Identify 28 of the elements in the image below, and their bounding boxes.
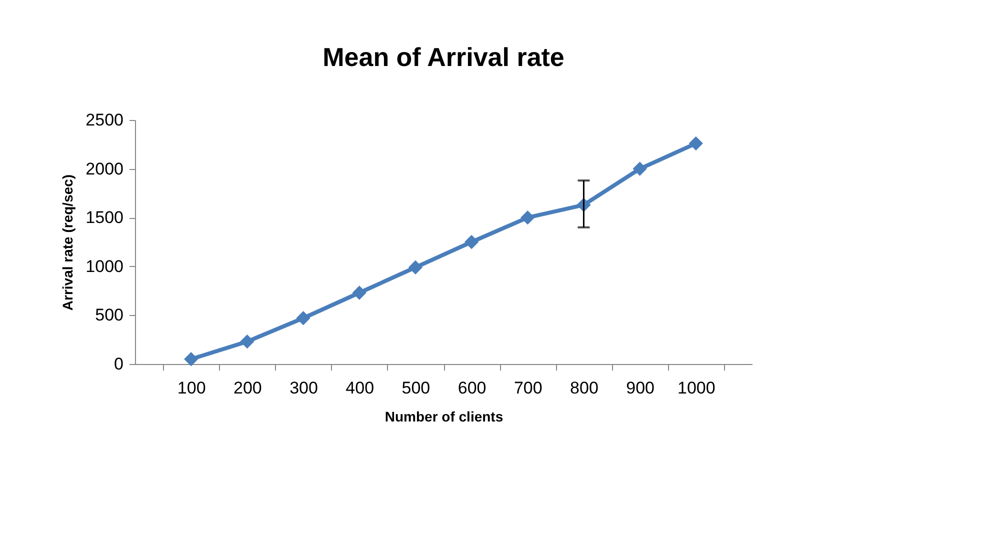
chart-title: Mean of Arrival rate [322,42,564,72]
x-tick-label: 1000 [677,378,716,398]
y-tick-label: 1500 [86,208,124,228]
x-tick-label: 200 [233,378,262,398]
y-tick-label: 500 [95,306,124,325]
y-tick-label: 0 [114,354,124,374]
point [408,260,423,274]
point [296,311,310,326]
point [464,234,479,250]
point [688,136,703,150]
y-tick-label: 2000 [86,159,124,178]
y-axis-title: Arrival rate (req/sec) [60,174,76,311]
point [240,334,254,349]
x-tick-label: 300 [290,378,318,398]
point [520,210,535,225]
x-tick-label: 500 [402,378,430,398]
y-tick-label: 2500 [86,110,124,130]
x-axis-title: Number of clients [384,408,504,424]
x-tick-label: 900 [626,378,655,398]
x-tick-label: 400 [346,378,374,398]
point [184,352,198,366]
x-tick-label: 700 [514,378,542,398]
y-tick-label: 1000 [86,256,124,276]
point [352,286,366,300]
x-tick-label: 800 [570,378,598,398]
point [632,162,647,176]
x-tick-label: 100 [177,378,206,398]
x-tick-label: 600 [458,378,486,398]
